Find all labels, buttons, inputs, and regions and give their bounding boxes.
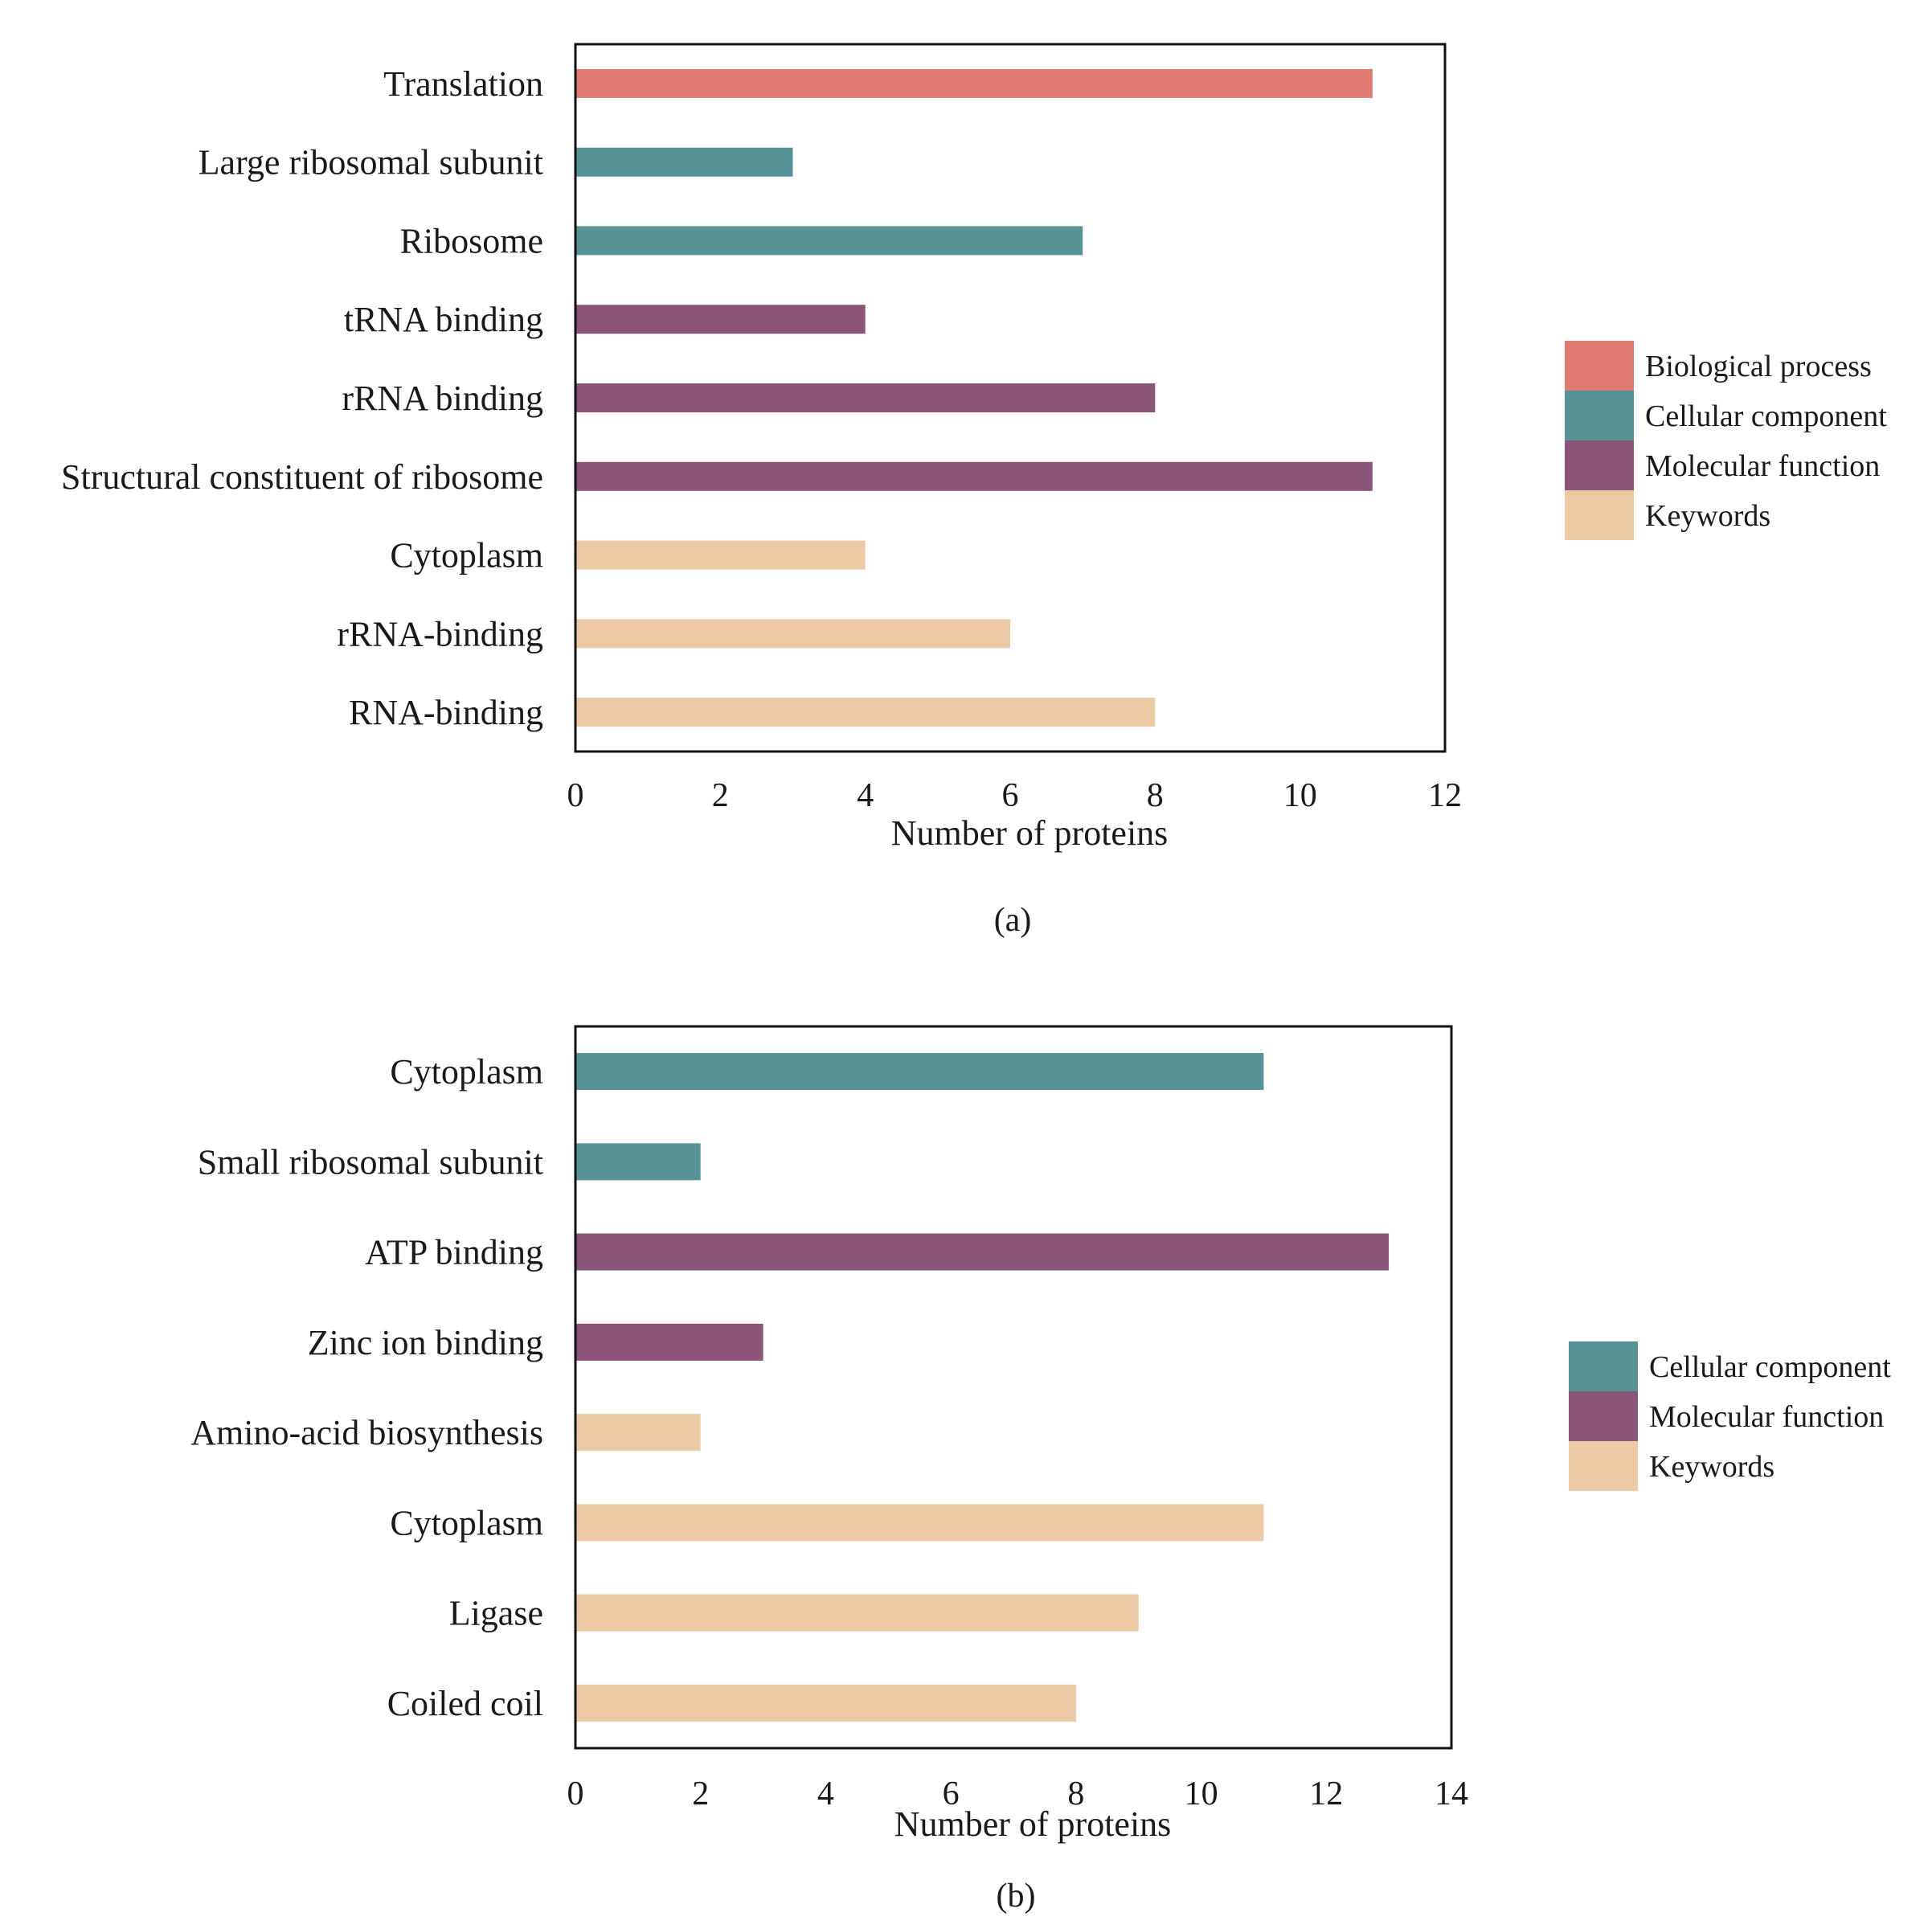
x-tick-label: 2 — [712, 777, 729, 814]
bar — [575, 305, 866, 334]
category-label: ATP binding — [365, 1233, 543, 1272]
bar — [575, 1143, 701, 1181]
category-label: tRNA binding — [344, 300, 543, 339]
caption-a: (a) — [994, 902, 1032, 939]
bar — [575, 1233, 1390, 1271]
bar — [575, 147, 793, 177]
bar — [575, 1053, 1264, 1091]
bar — [575, 1414, 701, 1452]
category-label: Cytoplasm — [390, 1503, 543, 1542]
x-tick-label: 10 — [1185, 1775, 1218, 1812]
chart-a: Translation Large ribosomal subunit Riboso… — [61, 43, 1887, 853]
legend-label: Molecular function — [1649, 1400, 1884, 1434]
legend-label: Molecular function — [1645, 449, 1880, 483]
category-label: Large ribosomal subunit — [199, 143, 543, 182]
x-tick-label: 8 — [1067, 1775, 1084, 1812]
x-tick-label: 12 — [1309, 1775, 1343, 1812]
legend-swatch — [1565, 440, 1634, 490]
x-tick-label: 2 — [692, 1775, 709, 1812]
legend-label: Cellular component — [1649, 1350, 1891, 1384]
bar — [575, 1594, 1139, 1632]
bar — [575, 540, 866, 570]
category-label: rRNA binding — [342, 379, 543, 418]
bar — [575, 68, 1373, 98]
bar — [575, 226, 1083, 256]
legend-swatch — [1565, 391, 1634, 440]
legend: Biological process Cellular component Mole… — [1565, 341, 1887, 540]
category-label: Structural constituent of ribosome — [61, 457, 543, 497]
category-label: Small ribosomal subunit — [198, 1142, 543, 1182]
category-label: rRNA-binding — [337, 614, 543, 653]
bar — [575, 383, 1156, 412]
category-label: Amino-acid biosynthesis — [190, 1413, 543, 1452]
legend-swatch — [1569, 1391, 1638, 1441]
plot-frame — [574, 43, 1447, 753]
legend-swatch — [1565, 341, 1634, 391]
category-label: Cytoplasm — [390, 536, 543, 575]
legend-swatch — [1569, 1441, 1638, 1491]
category-label: Translation — [383, 64, 543, 104]
legend-label: Keywords — [1649, 1450, 1774, 1484]
x-axis-title: Number of proteins — [891, 813, 1169, 853]
bar — [575, 619, 1010, 649]
bar — [575, 1323, 763, 1361]
x-tick-label: 4 — [817, 1775, 834, 1812]
bar — [575, 1684, 1076, 1722]
x-axis-title: Number of proteins — [894, 1804, 1172, 1844]
legend: Cellular component Molecular function Keyw… — [1569, 1341, 1891, 1491]
x-tick-label: 0 — [567, 777, 584, 814]
category-label: Ribosome — [400, 221, 543, 260]
plot-frame — [574, 1025, 1453, 1750]
x-tick-label: 6 — [1002, 777, 1019, 814]
legend-label: Cellular component — [1645, 399, 1887, 433]
legend-swatch — [1565, 490, 1634, 540]
x-tick-label: 6 — [943, 1775, 960, 1812]
legend-swatch — [1569, 1341, 1638, 1391]
x-tick-label: 0 — [567, 1775, 584, 1812]
x-tick-label: 12 — [1428, 777, 1462, 814]
category-label: Ligase — [449, 1594, 543, 1633]
legend-label: Keywords — [1645, 499, 1770, 533]
bar — [575, 1504, 1264, 1542]
x-tick-label: 10 — [1283, 777, 1317, 814]
category-label: RNA-binding — [349, 693, 543, 732]
x-tick-label: 8 — [1147, 777, 1164, 814]
category-label: Coiled coil — [387, 1684, 543, 1723]
bar — [575, 698, 1156, 727]
legend-label: Biological process — [1645, 350, 1872, 383]
chart-b: Cytoplasm Small ribosomal subunit ATP bind… — [190, 1025, 1891, 1844]
caption-b: (b) — [997, 1878, 1036, 1915]
category-label: Cytoplasm — [390, 1052, 543, 1091]
category-label: Zinc ion binding — [308, 1323, 543, 1362]
x-tick-label: 4 — [857, 777, 874, 814]
x-tick-label: 14 — [1435, 1775, 1468, 1812]
bar — [575, 461, 1373, 491]
